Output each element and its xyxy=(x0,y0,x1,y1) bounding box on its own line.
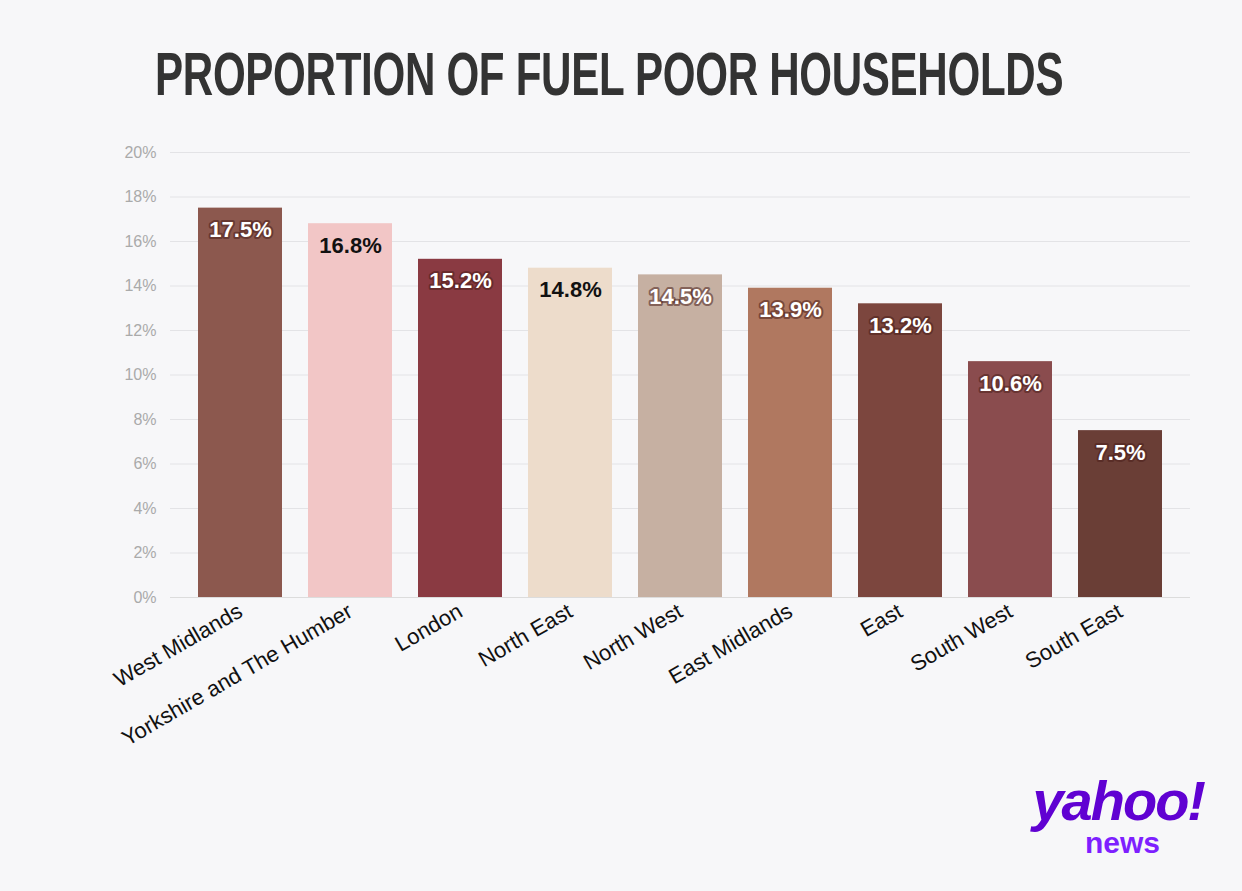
svg-text:16.8%: 16.8% xyxy=(319,233,381,258)
svg-text:North East: North East xyxy=(474,598,577,672)
svg-text:London: London xyxy=(390,598,466,656)
svg-text:14.5%: 14.5% xyxy=(649,284,711,309)
svg-text:Yorkshire and The Humber: Yorkshire and The Humber xyxy=(117,598,356,751)
svg-text:13.9%: 13.9% xyxy=(759,297,821,322)
svg-text:6%: 6% xyxy=(133,455,156,472)
svg-text:20%: 20% xyxy=(124,144,156,161)
html-text:news: news xyxy=(1085,826,1160,859)
svg-text:10.6%: 10.6% xyxy=(979,371,1041,396)
svg-text:8%: 8% xyxy=(133,411,156,428)
svg-text:South West: South West xyxy=(906,598,1017,676)
svg-text:East: East xyxy=(856,598,907,642)
svg-text:North West: North West xyxy=(579,598,687,675)
svg-text:16%: 16% xyxy=(124,233,156,250)
svg-text:West Midlands: West Midlands xyxy=(109,598,247,692)
svg-text:13.2%: 13.2% xyxy=(869,313,931,338)
svg-text:14%: 14% xyxy=(124,277,156,294)
svg-text:14.8%: 14.8% xyxy=(539,277,601,302)
html-text:PROPORTION OF FUEL POOR HOUSEH: PROPORTION OF FUEL POOR HOUSEHOLDS xyxy=(155,39,1064,108)
svg-text:4%: 4% xyxy=(133,500,156,517)
html-text:yahoo!: yahoo! xyxy=(1032,769,1204,832)
svg-text:7.5%: 7.5% xyxy=(1095,440,1145,465)
svg-text:0%: 0% xyxy=(133,589,156,606)
svg-text:East Midlands: East Midlands xyxy=(664,598,796,689)
svg-text:18%: 18% xyxy=(124,188,156,205)
svg-text:15.2%: 15.2% xyxy=(429,268,491,293)
svg-text:17.5%: 17.5% xyxy=(209,217,271,242)
svg-text:12%: 12% xyxy=(124,322,156,339)
svg-text:2%: 2% xyxy=(133,544,156,561)
svg-text:South East: South East xyxy=(1021,598,1127,673)
svg-text:10%: 10% xyxy=(124,366,156,383)
